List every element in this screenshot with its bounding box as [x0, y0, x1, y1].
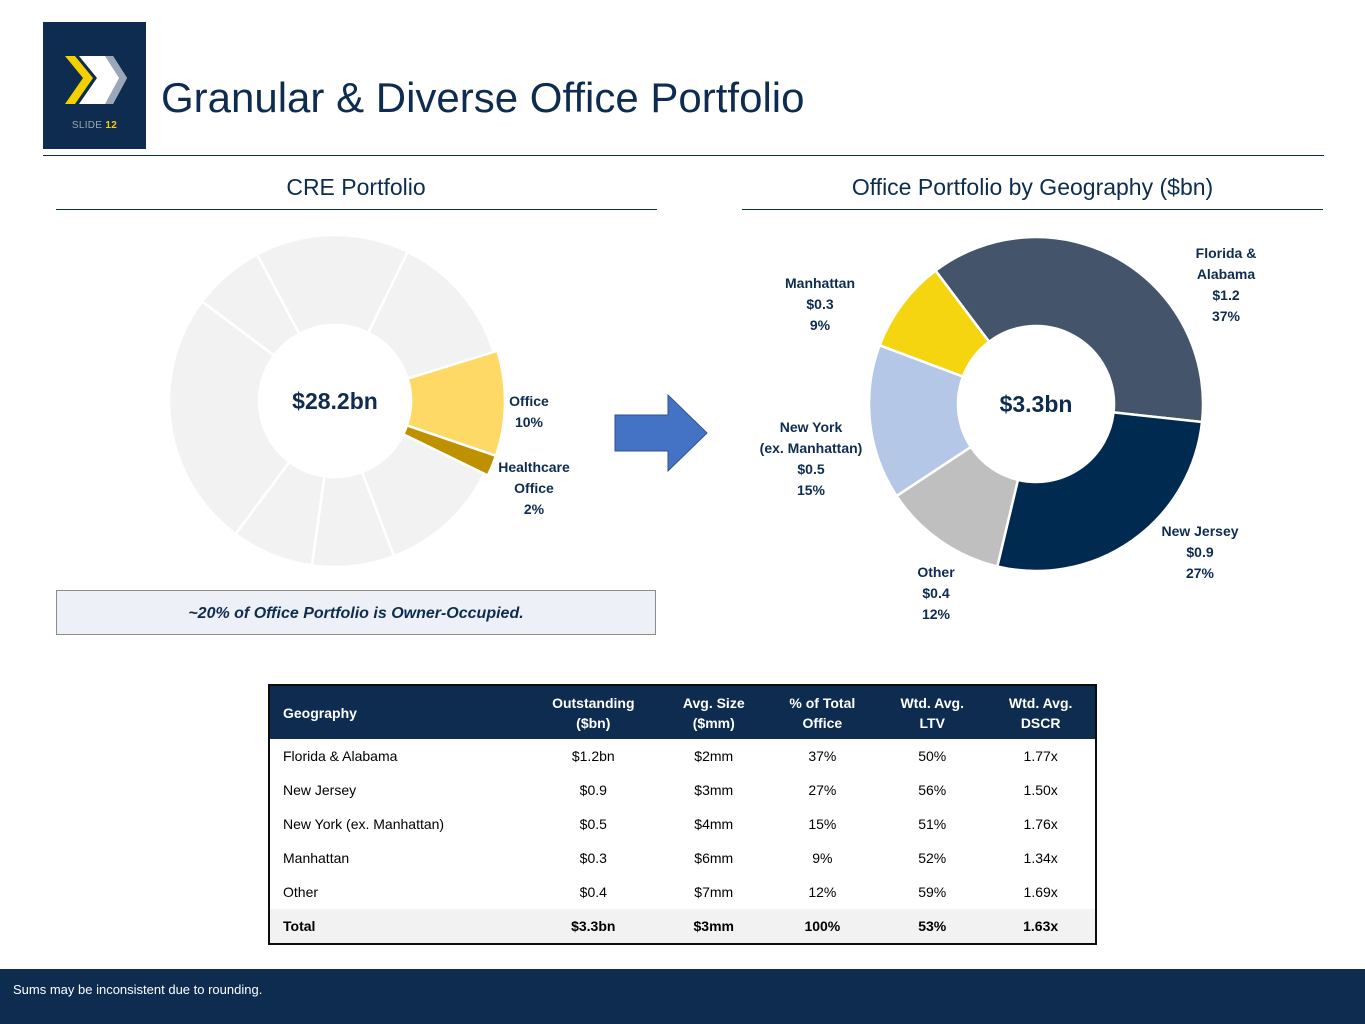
column-header: Geography: [269, 685, 526, 739]
label-office: Office 10%: [509, 393, 549, 430]
table-cell: New Jersey: [283, 782, 357, 798]
owner-occupied-note: ~20% of Office Portfolio is Owner-Occupi…: [56, 590, 656, 635]
label-manhattan: Manhattan $0.3 9%: [785, 275, 855, 333]
table-cell: 56%: [918, 782, 947, 798]
table-cell: 51%: [918, 816, 947, 832]
table-cell: New York (ex. Manhattan): [283, 816, 445, 832]
table-cell: $4mm: [694, 816, 734, 832]
label-florida-alabama: Florida & Alabama $1.2 37%: [1196, 245, 1257, 324]
table-cell: $0.9: [579, 782, 607, 798]
table-cell: $6mm: [694, 850, 734, 866]
cre-portfolio-donut-chart: Office 10% Healthcare Office 2% $28.2bn: [167, 233, 570, 569]
table-cell: 59%: [918, 884, 947, 900]
table-cell: 12%: [808, 884, 837, 900]
table-cell: $0.4: [579, 884, 607, 900]
footer-bar: Sums may be inconsistent due to rounding…: [0, 969, 1365, 1024]
donut-center-total: $3.3bn: [1000, 391, 1073, 417]
slide-number: SLIDE 12: [71, 120, 118, 131]
table-cell: $3mm: [694, 782, 734, 798]
office-geography-title: Office Portfolio by Geography ($bn): [851, 174, 1214, 200]
table-cell: $2mm: [694, 748, 734, 764]
table-row: New Jersey $0.9 $3mm 27% 56% 1.50x: [269, 773, 1096, 807]
cre-portfolio-title: CRE Portfolio: [286, 174, 426, 200]
donut-center-total: $28.2bn: [292, 388, 378, 414]
column-header: Avg. Size ($mm): [660, 685, 767, 739]
table-cell: 15%: [808, 816, 837, 832]
header-divider: [43, 155, 1324, 156]
table-cell: 53%: [878, 909, 987, 944]
table-cell: 1.50x: [1023, 782, 1058, 798]
table-cell: 1.63x: [986, 909, 1096, 944]
footnote: Sums may be inconsistent due to rounding…: [13, 982, 263, 997]
table-cell: Other: [283, 884, 319, 900]
column-header: Wtd. Avg. LTV: [878, 685, 987, 739]
table-total-row: Total $3.3bn $3mm 100% 53% 1.63x: [269, 909, 1096, 944]
table-cell: 100%: [766, 909, 879, 944]
column-header: Wtd. Avg. DSCR: [986, 685, 1096, 739]
table-cell: $0.3: [579, 850, 607, 866]
table-cell: 1.69x: [1023, 884, 1058, 900]
cre-portfolio-divider: [56, 209, 657, 210]
company-logo: SLIDE 12: [43, 22, 146, 149]
table-cell: 9%: [812, 850, 833, 866]
table-cell: $1.2bn: [571, 748, 615, 764]
geography-table: Geography Outstanding ($bn) Avg. Size ($mm)%…: [268, 684, 1097, 945]
table-cell: 1.34x: [1023, 850, 1058, 866]
table-cell: Total: [269, 909, 526, 944]
table-cell: 1.76x: [1023, 816, 1058, 832]
table-cell: $3mm: [660, 909, 767, 944]
label-other: Other $0.4 12%: [917, 564, 955, 622]
logo-chevron-icon: [65, 56, 127, 104]
slice-manhattan: [878, 268, 991, 379]
table-row: Manhattan $0.3 $6mm 9% 52% 1.34x: [269, 841, 1096, 875]
slice-other-segment-7: [255, 233, 410, 336]
table-cell: $0.5: [579, 816, 607, 832]
table-cell: 50%: [918, 748, 947, 764]
table-cell: 27%: [808, 782, 837, 798]
office-geography-donut-chart: Florida & Alabama $1.2 37% New Jersey $0.9 27%…: [760, 235, 1257, 622]
table-cell: Manhattan: [283, 850, 350, 866]
column-header: Outstanding ($bn): [525, 685, 661, 739]
slice-new-jersey: [995, 411, 1204, 573]
slice-other-segment-8: [366, 250, 496, 381]
table-cell: 1.77x: [1023, 748, 1058, 764]
table-cell: 37%: [808, 748, 837, 764]
slice-other-segment-5: [167, 299, 292, 536]
table-header-row: Geography Outstanding ($bn) Avg. Size ($mm)%…: [269, 685, 1096, 739]
office-geography-divider: [742, 209, 1323, 210]
table-cell: 52%: [918, 850, 947, 866]
label-new-york-ex-manhattan: New York (ex. Manhattan) $0.5 15%: [760, 419, 863, 498]
right-arrow-icon: [614, 393, 708, 473]
table-row: Other $0.4 $7mm 12% 59% 1.69x: [269, 875, 1096, 909]
page-title: Granular & Diverse Office Portfolio: [161, 74, 805, 121]
label-healthcare-office: Healthcare Office 2%: [498, 459, 570, 517]
table-cell: Florida & Alabama: [283, 748, 398, 764]
table-row: New York (ex. Manhattan) $0.5 $4mm 15% 51% 1.…: [269, 807, 1096, 841]
label-new-jersey: New Jersey $0.9 27%: [1161, 523, 1238, 581]
table-cell: $3.3bn: [525, 909, 661, 944]
slice-florida-alabama: [933, 235, 1205, 424]
table-cell: $7mm: [694, 884, 734, 900]
column-header: % of Total Office: [766, 685, 879, 739]
table-row: Florida & Alabama $1.2bn $2mm 37% 50% 1.77x: [269, 739, 1096, 773]
slice-new-york-ex-manhattan: [867, 343, 973, 498]
